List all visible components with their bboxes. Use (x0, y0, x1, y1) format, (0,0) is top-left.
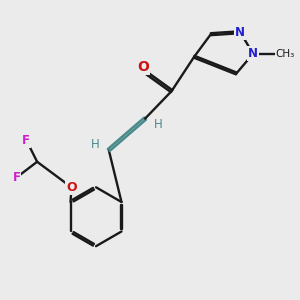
Text: O: O (66, 181, 77, 194)
Text: H: H (91, 138, 99, 151)
Text: N: N (248, 47, 258, 60)
Text: F: F (22, 134, 30, 147)
Text: N: N (235, 26, 245, 39)
Text: F: F (13, 171, 20, 184)
Text: CH₃: CH₃ (276, 49, 295, 59)
Text: H: H (154, 118, 162, 131)
Text: O: O (137, 60, 149, 74)
